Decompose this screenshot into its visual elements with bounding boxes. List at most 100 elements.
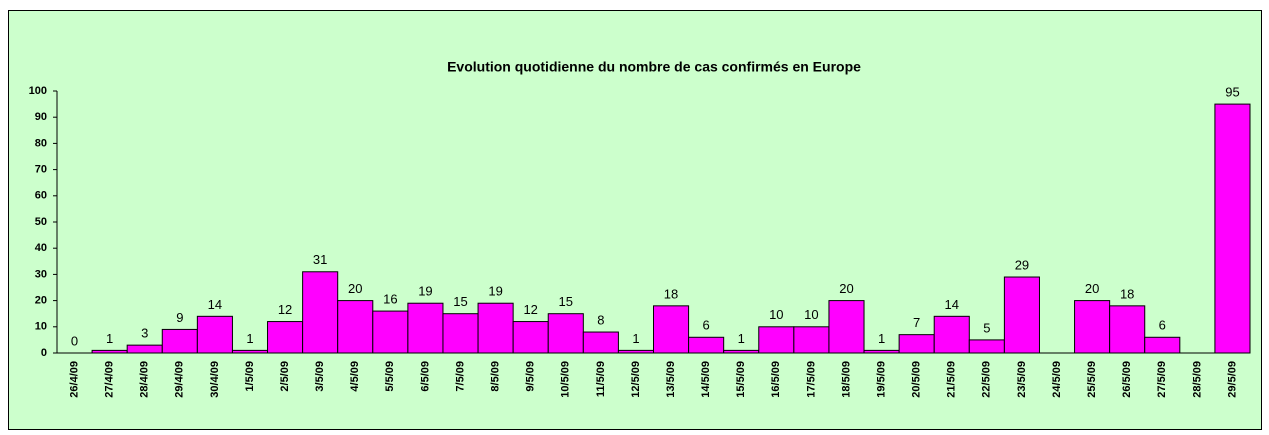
data-label: 20 <box>348 281 362 296</box>
x-tick-label: 28/4/09 <box>139 361 151 398</box>
chart-area <box>8 10 1262 430</box>
x-tick-label: 2/5/09 <box>279 361 291 392</box>
bar <box>547 313 584 354</box>
y-tick-label: 100 <box>29 85 47 97</box>
data-label: 1 <box>632 331 639 346</box>
data-label: 15 <box>559 294 573 309</box>
data-label: 6 <box>703 318 710 333</box>
bar <box>196 315 233 354</box>
data-label: 1 <box>738 331 745 346</box>
x-tick-label: 1/5/09 <box>244 361 256 392</box>
bar <box>442 313 479 354</box>
y-tick-label: 40 <box>35 242 47 254</box>
x-tick-label: 3/5/09 <box>314 361 326 392</box>
y-tick-label: 50 <box>35 216 47 228</box>
data-label: 18 <box>1120 286 1134 301</box>
x-tick-label: 17/5/09 <box>805 361 817 398</box>
x-tick-label: 29/5/09 <box>1226 361 1238 398</box>
bar <box>758 326 795 354</box>
data-label: 8 <box>597 312 604 327</box>
y-tick-label: 20 <box>35 295 47 307</box>
x-tick-label: 26/4/09 <box>68 361 80 398</box>
x-tick-label: 27/4/09 <box>104 361 116 398</box>
x-tick-label: 23/5/09 <box>1016 361 1028 398</box>
bar <box>933 315 970 354</box>
bar <box>161 328 198 354</box>
x-tick-label: 18/5/09 <box>840 361 852 398</box>
bar <box>267 321 304 354</box>
data-label: 5 <box>983 320 990 335</box>
y-tick-label: 90 <box>35 111 47 123</box>
bar <box>582 331 619 354</box>
data-label: 19 <box>488 284 502 299</box>
data-label: 1 <box>878 331 885 346</box>
data-label: 31 <box>313 252 327 267</box>
bar <box>126 344 163 354</box>
bar <box>688 336 725 354</box>
data-label: 15 <box>453 294 467 309</box>
bar <box>1109 305 1146 354</box>
data-label: 1 <box>246 331 253 346</box>
data-label: 1 <box>106 331 113 346</box>
bar <box>477 302 514 354</box>
data-label: 7 <box>913 315 920 330</box>
data-label: 20 <box>839 281 853 296</box>
x-tick-label: 11/5/09 <box>595 361 607 397</box>
x-tick-label: 15/5/09 <box>735 361 747 398</box>
data-label: 6 <box>1159 318 1166 333</box>
data-label: 14 <box>945 297 959 312</box>
bar <box>337 300 374 354</box>
data-label: 95 <box>1225 85 1239 100</box>
x-tick-label: 27/5/09 <box>1156 361 1168 398</box>
data-label: 29 <box>1015 257 1029 272</box>
x-tick-label: 30/4/09 <box>209 361 221 398</box>
bar <box>302 271 339 354</box>
bar <box>407 302 444 354</box>
x-tick-label: 20/5/09 <box>911 361 923 398</box>
data-label: 9 <box>176 310 183 325</box>
bar <box>372 310 409 354</box>
y-tick-label: 10 <box>35 321 47 333</box>
x-tick-label: 7/5/09 <box>454 361 466 392</box>
x-tick-label: 9/5/09 <box>525 361 537 392</box>
x-tick-label: 13/5/09 <box>665 361 677 398</box>
bar <box>793 326 830 354</box>
x-tick-label: 6/5/09 <box>419 361 431 392</box>
chart-title: Evolution quotidienne du nombre de cas c… <box>447 59 861 75</box>
bar <box>512 321 549 354</box>
data-label: 18 <box>664 286 678 301</box>
data-label: 16 <box>383 292 397 307</box>
x-tick-label: 5/5/09 <box>384 361 396 392</box>
x-tick-label: 29/4/09 <box>174 361 186 398</box>
x-tick-label: 4/5/09 <box>349 361 361 392</box>
bar <box>968 339 1005 354</box>
data-label: 12 <box>278 302 292 317</box>
bar <box>1003 276 1040 354</box>
bar <box>1074 300 1111 354</box>
x-tick-label: 25/5/09 <box>1086 361 1098 398</box>
data-label: 3 <box>141 326 148 341</box>
x-tick-label: 16/5/09 <box>770 361 782 398</box>
x-tick-label: 10/5/09 <box>560 361 572 398</box>
x-tick-label: 28/5/09 <box>1191 361 1203 398</box>
data-label: 14 <box>208 297 222 312</box>
x-tick-label: 22/5/09 <box>981 361 993 398</box>
data-label: 10 <box>769 307 783 322</box>
x-tick-label: 26/5/09 <box>1121 361 1133 398</box>
y-tick-label: 70 <box>35 164 47 176</box>
y-tick-label: 30 <box>35 268 47 280</box>
data-label: 20 <box>1085 281 1099 296</box>
bar <box>1214 103 1251 354</box>
data-label: 12 <box>523 302 537 317</box>
y-tick-label: 80 <box>35 137 47 149</box>
data-label: 0 <box>71 333 78 348</box>
data-label: 10 <box>804 307 818 322</box>
x-tick-label: 24/5/09 <box>1051 361 1063 398</box>
data-label: 19 <box>418 284 432 299</box>
x-tick-label: 12/5/09 <box>630 361 642 398</box>
x-tick-label: 21/5/09 <box>946 361 958 398</box>
bar <box>898 334 935 354</box>
bar <box>653 305 690 354</box>
